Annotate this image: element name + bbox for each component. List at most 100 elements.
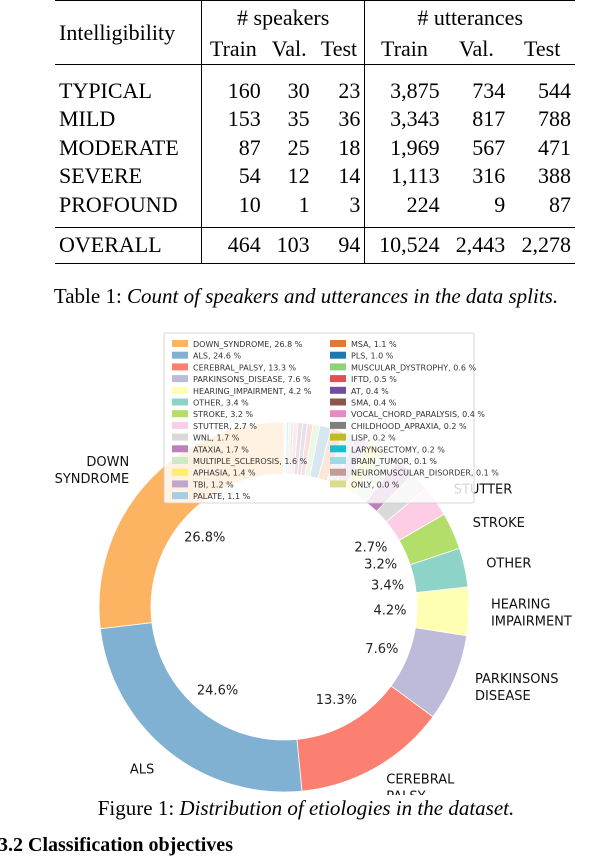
legend-swatch — [330, 363, 346, 371]
slice-pct-label: 24.6% — [197, 684, 238, 699]
legend-swatch — [172, 340, 188, 347]
table-cell: 817 — [472, 106, 506, 132]
table-cell: 567 — [472, 134, 506, 160]
legend-entry: IFTD, 0.5 % — [351, 375, 397, 384]
section-heading: 3.2 Classification objectives — [0, 834, 233, 856]
legend-entry: ATAXIA, 1.7 % — [193, 445, 249, 454]
slice-outer-label: OTHER — [486, 557, 531, 572]
legend-swatch — [330, 375, 346, 383]
table-cell: 87 — [200, 133, 265, 162]
legend-swatch — [172, 433, 188, 441]
legend-entry: MUSCULAR_DYSTROPHY, 0.6 % — [351, 363, 476, 372]
legend-entry: PALATE, 1.1 % — [193, 492, 251, 501]
table-row: PROFOUND 10 1 3 224 9 87 — [55, 190, 575, 219]
table-row: MODERATE 87 25 18 1,969 567 471 — [55, 133, 575, 162]
legend-entry: VOCAL_CHORD_PARALYSIS, 0.4 % — [351, 410, 485, 419]
row-label: MILD — [59, 106, 116, 132]
legend-swatch — [330, 468, 346, 476]
table-cell: 1,113 — [364, 162, 444, 191]
slice-pct-label: 13.3% — [316, 693, 357, 708]
legend-entry: CHILDHOOD_APRAXIA, 0.2 % — [351, 422, 467, 431]
legend-swatch — [330, 410, 346, 418]
table-cell: 160 — [200, 76, 265, 105]
legend-swatch — [172, 363, 188, 371]
legend-swatch — [172, 492, 188, 500]
slice-outer-label: STROKE — [473, 516, 525, 531]
overall-cell: 94 — [338, 232, 361, 257]
legend-entry: DOWN_SYNDROME, 26.8 % — [193, 340, 303, 349]
slice-pct-label: 7.6% — [365, 642, 398, 657]
figure-caption-prefix: Figure 1: — [97, 796, 180, 820]
legend-entry: BRAIN_TUMOR, 0.1 % — [351, 457, 437, 466]
table-cell: 35 — [287, 106, 310, 132]
table-cell: 87 — [549, 191, 571, 217]
table-cell: 388 — [538, 163, 571, 189]
legend-entry: OTHER, 3.4 % — [193, 399, 249, 408]
table-cell: 23 — [338, 77, 361, 103]
data-splits-table: Intelligibility # speakers # utterances … — [55, 0, 575, 264]
slice-pct-label: 2.7% — [354, 540, 387, 555]
legend-swatch — [172, 351, 188, 359]
subheader-train-speakers: Train — [200, 34, 265, 65]
table-cell: 1 — [298, 191, 310, 217]
legend-swatch — [330, 457, 346, 464]
legend-entry: HEARING_IMPAIRMENT, 4.2 % — [193, 387, 312, 396]
row-label: TYPICAL — [59, 77, 152, 103]
legend-entry: PLS, 1.0 % — [351, 352, 394, 361]
header-intelligibility: Intelligibility — [59, 19, 176, 45]
slice-outer-label: PARKINSONS DISEASE — [475, 672, 558, 704]
slice-pct-label: 3.2% — [364, 557, 397, 572]
table-cell: 12 — [287, 163, 310, 189]
legend-swatch — [330, 351, 346, 359]
legend-swatch — [330, 480, 346, 488]
header-speakers: # speakers — [200, 0, 365, 35]
legend-swatch — [330, 433, 346, 441]
legend-entry: NEUROMUSCULAR_DISORDER, 0.1 % — [351, 469, 499, 478]
subheader-train-utterances: Train — [364, 34, 444, 65]
slice-pct-label: 4.2% — [373, 604, 406, 619]
table-row: MILD 153 35 36 3,343 817 788 — [55, 105, 575, 134]
legend-swatch — [172, 421, 188, 429]
subheader-val-utterances: Val. — [459, 36, 494, 62]
overall-cell: 10,524 — [364, 227, 444, 263]
table-cell: 10 — [200, 190, 265, 219]
slice-pct-label: 26.8% — [184, 531, 225, 546]
legend-entry: STUTTER, 2.7 % — [193, 422, 257, 431]
slice-outer-label: ALS — [130, 762, 154, 777]
legend-entry: CEREBRAL_PALSY, 13.3 % — [193, 363, 297, 372]
legend-swatch — [172, 445, 188, 453]
table-caption: Table 1: Count of speakers and utterance… — [0, 284, 612, 309]
legend-entry: MULTIPLE_SCLEROSIS, 1.6 % — [193, 457, 308, 466]
slice-outer-label: CEREBRALPALSY — [386, 772, 455, 795]
legend-swatch — [330, 445, 346, 453]
table-cell: 9 — [494, 191, 506, 217]
chart-legend: DOWN_SYNDROME, 26.8 % ALS, 24.6 % CEREBRAL… — [163, 332, 499, 504]
legend-swatch — [330, 421, 346, 429]
legend-entry: TBI, 1.2 % — [192, 480, 234, 489]
legend-swatch — [330, 398, 346, 406]
table-cell: 3,875 — [364, 76, 444, 105]
legend-swatch — [330, 340, 346, 347]
table-cell: 224 — [364, 190, 444, 219]
legend-entry: ONLY, 0.0 % — [351, 480, 400, 489]
legend-entry: APHASIA, 1.4 % — [193, 469, 256, 478]
overall-cell: 2,278 — [521, 232, 572, 257]
table-cell: 544 — [538, 77, 571, 103]
legend-entry: STROKE, 3.2 % — [193, 410, 253, 419]
legend-entry: MSA, 1.1 % — [351, 340, 397, 349]
legend-swatch — [172, 398, 188, 406]
legend-entry: WNL, 1.7 % — [193, 434, 240, 443]
table-cell: 3,343 — [364, 105, 444, 134]
table-row: TYPICAL 160 30 23 3,875 734 544 — [55, 76, 575, 105]
header-utterances: # utterances — [364, 0, 575, 35]
overall-label: OVERALL — [59, 232, 162, 257]
legend-swatch — [330, 386, 346, 394]
overall-cell: 2,443 — [455, 232, 506, 257]
legend-entry: LARYNGECTOMY, 0.2 % — [351, 445, 445, 454]
table-cell: 153 — [200, 105, 265, 134]
figure-caption-text: Distribution of etiologies in the datase… — [179, 796, 515, 820]
table-cell: 14 — [338, 163, 361, 189]
slice-hearing-impairment — [414, 586, 470, 637]
row-label: MODERATE — [59, 134, 179, 160]
